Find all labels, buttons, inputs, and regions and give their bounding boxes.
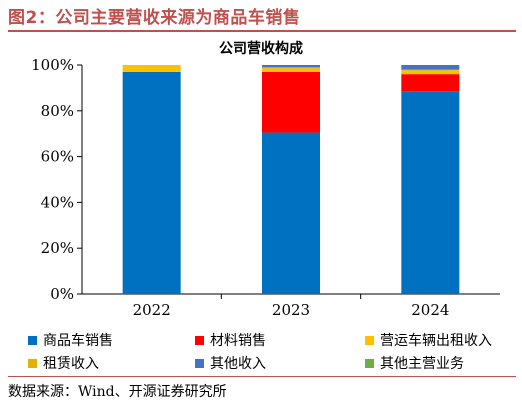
bar-segment bbox=[262, 68, 320, 72]
bar-segment bbox=[401, 65, 460, 70]
legend-label: 材料销售 bbox=[210, 333, 266, 349]
legend-swatch bbox=[365, 335, 374, 345]
legend-swatch bbox=[28, 358, 37, 368]
bar-segment bbox=[401, 70, 460, 75]
legend-swatch bbox=[195, 335, 204, 345]
legend-swatch bbox=[195, 358, 204, 368]
y-tick-label: 20% bbox=[41, 239, 74, 257]
bar-segment bbox=[262, 65, 320, 68]
figure-title: 图2：公司主要营收来源为商品车销售 bbox=[8, 8, 301, 28]
y-tick-label: 40% bbox=[41, 193, 74, 211]
title-divider bbox=[8, 30, 516, 32]
y-tick-label: 0% bbox=[50, 285, 74, 303]
x-tick-label: 2022 bbox=[133, 301, 171, 319]
bar-segment bbox=[401, 74, 460, 92]
legend-swatch bbox=[365, 358, 374, 368]
y-tick-label: 60% bbox=[41, 148, 74, 166]
bar-segment bbox=[122, 65, 181, 72]
legend-label: 其他主营业务 bbox=[380, 356, 464, 372]
x-tick-label: 2024 bbox=[411, 301, 449, 319]
legend-item: 营运车辆出租收入 bbox=[365, 330, 492, 350]
legend-item: 商品车销售 bbox=[28, 330, 113, 350]
data-source-note: 数据来源：Wind、开源证券研究所 bbox=[8, 384, 227, 400]
bar-segment bbox=[262, 67, 320, 69]
legend-label: 商品车销售 bbox=[43, 333, 113, 349]
legend-label: 其他收入 bbox=[210, 356, 266, 372]
y-tick-label: 100% bbox=[31, 56, 74, 74]
legend-item: 材料销售 bbox=[195, 330, 266, 350]
x-tick-label: 2023 bbox=[272, 301, 310, 319]
legend-label: 租赁收入 bbox=[43, 356, 99, 372]
y-tick-label: 80% bbox=[41, 102, 74, 120]
legend-item: 其他收入 bbox=[195, 353, 266, 373]
bar-segment bbox=[262, 132, 320, 294]
bar-segment bbox=[401, 91, 460, 295]
bar-segment bbox=[401, 69, 460, 71]
legend-item: 其他主营业务 bbox=[365, 353, 464, 373]
bar-segment bbox=[262, 71, 320, 133]
revenue-composition-chart: 0% 20% 40% 60% 80% 100% 2022 2023 2024 bbox=[31, 56, 500, 319]
legend-swatch bbox=[28, 335, 37, 345]
legend-label: 营运车辆出租收入 bbox=[380, 333, 492, 349]
chart-legend: 商品车销售 材料销售 营运车辆出租收入租赁收入 其他收入 其他主营业务 bbox=[0, 324, 522, 376]
legend-item: 租赁收入 bbox=[28, 353, 99, 373]
chart-title: 公司营收构成 bbox=[219, 41, 303, 57]
source-divider bbox=[8, 376, 516, 377]
bar-segment bbox=[122, 71, 181, 295]
